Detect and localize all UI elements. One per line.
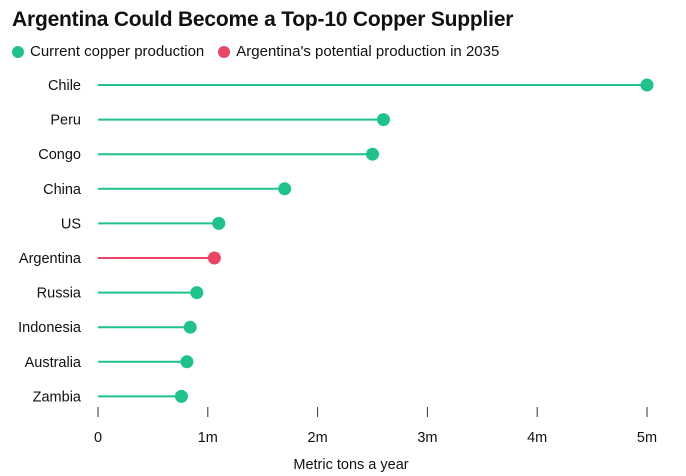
x-axis-label: Metric tons a year (293, 457, 408, 473)
chart-legend: Current copper production Argentina's po… (12, 43, 513, 60)
lollipop-dot-chile (640, 78, 654, 92)
legend-dot-current (12, 45, 24, 58)
category-label-argentina: Argentina (19, 251, 82, 267)
x-tick-label-3: 3m (417, 430, 437, 446)
x-tick-label-2: 2m (308, 430, 328, 446)
x-tick-label-4: 4m (527, 430, 547, 446)
lollipop-dot-china (278, 182, 292, 196)
category-label-zambia: Zambia (33, 389, 82, 405)
legend-label-current: Current copper production (30, 43, 205, 60)
lollipop-dot-congo (366, 147, 379, 161)
legend-item-argentina-2035: Argentina's potential production in 2035 (218, 43, 499, 60)
x-tick-label-5: 5m (637, 430, 657, 446)
legend-label-argentina-2035: Argentina's potential production in 2035 (236, 43, 500, 60)
category-label-china: China (43, 182, 82, 198)
chart-title: Argentina Could Become a Top-10 Copper S… (12, 8, 514, 31)
lollipop-dot-zambia (174, 389, 188, 403)
lollipop-dot-peru (376, 113, 390, 127)
category-label-chile: Chile (48, 78, 81, 94)
category-label-indonesia: Indonesia (18, 320, 82, 336)
legend-dot-argentina-2035 (218, 45, 231, 58)
x-tick-label-0: 0 (94, 430, 102, 446)
x-tick-label-1: 1m (198, 430, 218, 446)
lollipop-dot-us (212, 216, 226, 230)
lollipop-dot-indonesia (183, 320, 197, 334)
category-label-us: US (61, 216, 81, 232)
category-label-peru: Peru (50, 113, 81, 129)
lollipop-dot-russia (190, 286, 204, 300)
legend-item-current: Current copper production (12, 43, 204, 60)
category-label-congo: Congo (38, 147, 81, 163)
lollipop-dot-argentina (207, 251, 221, 265)
category-label-russia: Russia (37, 286, 82, 302)
category-label-australia: Australia (25, 355, 82, 371)
lollipop-dot-australia (180, 355, 194, 369)
